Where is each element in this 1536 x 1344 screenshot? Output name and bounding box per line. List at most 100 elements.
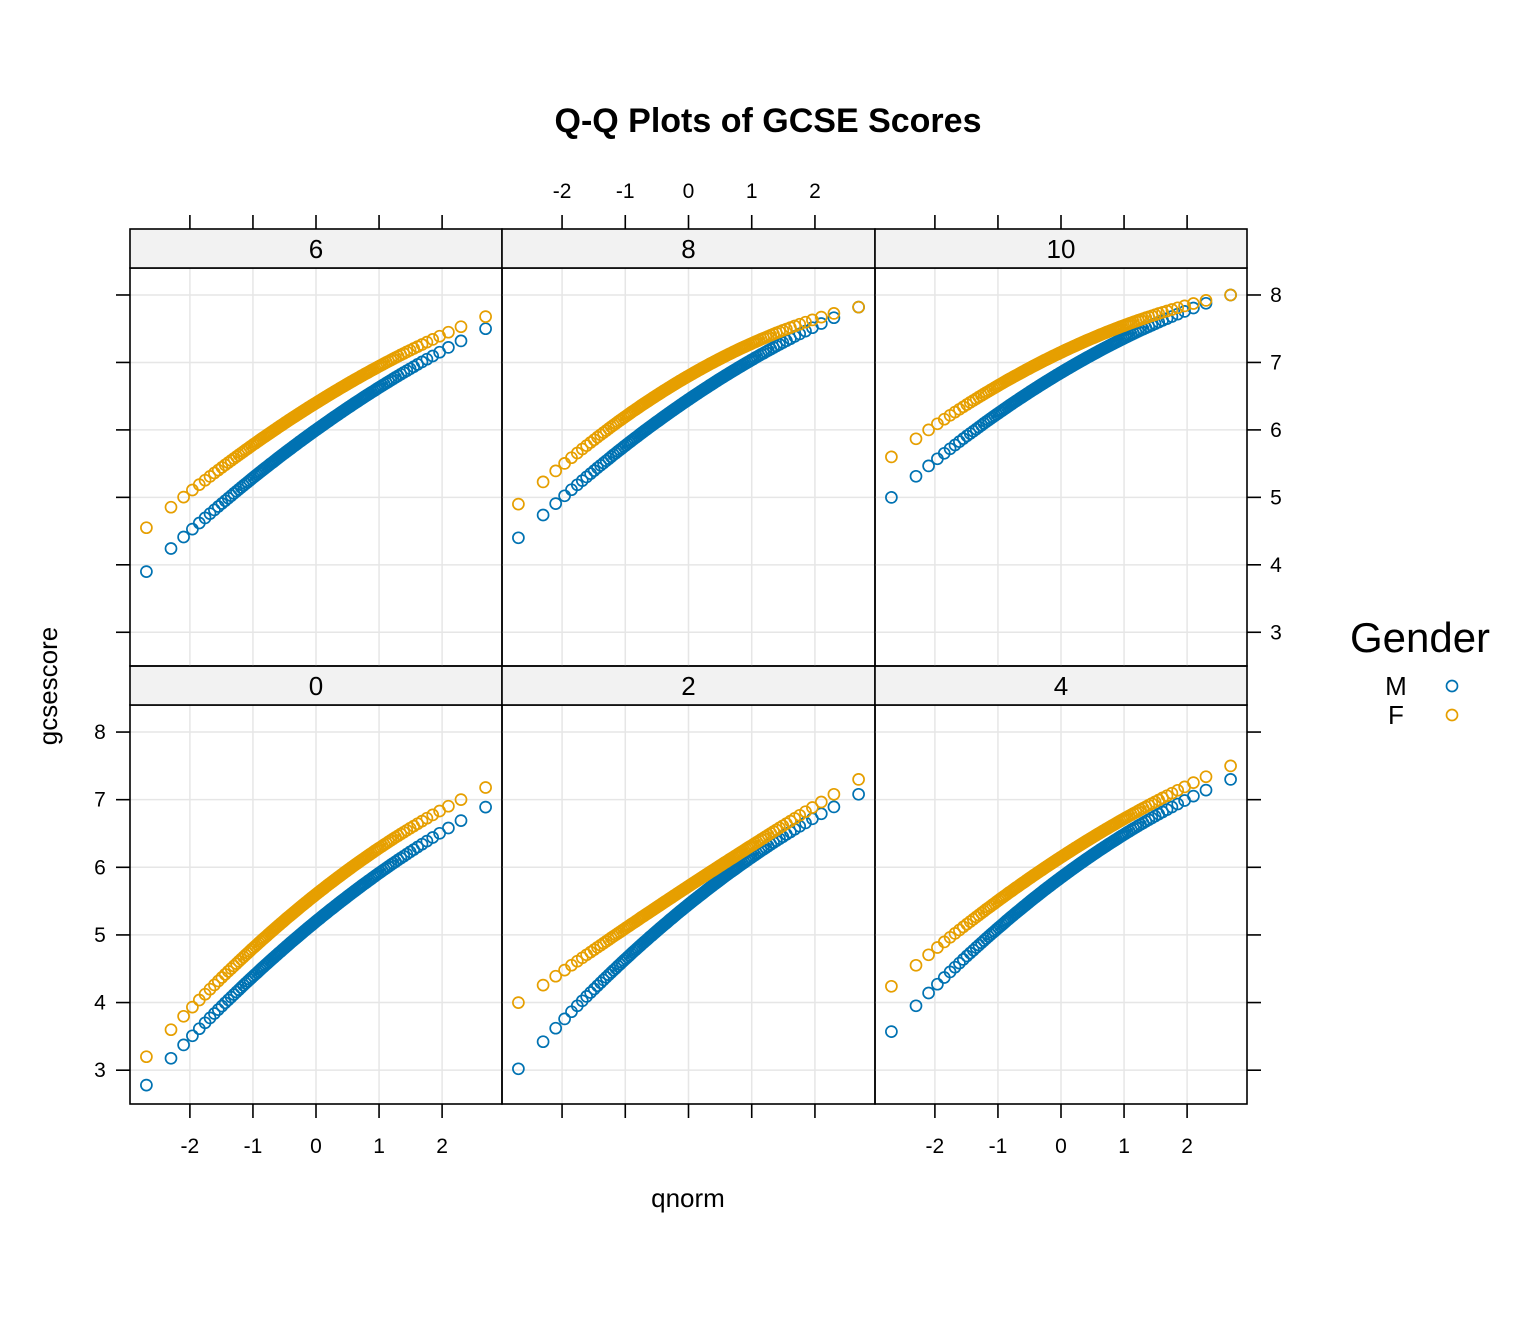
data-point	[852, 300, 865, 314]
panel-10: 10	[874, 228, 1248, 667]
data-point	[208, 1007, 221, 1020]
data-point	[558, 457, 571, 470]
data-point	[827, 800, 841, 814]
data-point	[203, 982, 217, 996]
series-M-panel-8	[512, 300, 865, 545]
data-point	[1165, 786, 1179, 800]
data-point	[575, 474, 589, 487]
panel-0: 0	[129, 665, 503, 1105]
data-point	[177, 490, 190, 504]
y-tick-label: 5	[94, 924, 106, 947]
strip-label: 2	[681, 671, 695, 701]
strip	[874, 228, 1248, 269]
data-point	[208, 503, 221, 517]
y-tick-label: 3	[1270, 621, 1282, 644]
axes: -2 -1 0 1 2 -2 -1 0 1 2 -2 -1 0 1 2 3 4 5 6 7 8 3 4 5 6 7 8	[94, 180, 1282, 1158]
x-tick-label: -1	[616, 180, 635, 203]
data-point	[558, 1012, 571, 1026]
data-point	[177, 1038, 190, 1052]
panels: 0 2 4 6 8 10	[129, 228, 1248, 1105]
strip-label: 0	[309, 671, 323, 701]
data-point	[1224, 288, 1237, 302]
data-point	[479, 322, 492, 336]
data-point	[479, 781, 492, 794]
data-point	[827, 311, 841, 325]
data-point	[580, 990, 593, 1003]
data-point	[186, 522, 199, 536]
data-point	[164, 500, 178, 514]
y-tick-label: 3	[94, 1059, 106, 1082]
data-point	[1187, 297, 1200, 310]
data-point	[177, 1009, 190, 1023]
series-M-panel-4	[885, 773, 1237, 1038]
data-point	[420, 335, 434, 349]
data-point	[442, 325, 455, 339]
data-point	[922, 948, 935, 962]
x-tick-label: -2	[926, 1135, 945, 1158]
data-point	[203, 1011, 217, 1025]
data-point	[1224, 759, 1237, 773]
data-point	[575, 994, 589, 1008]
data-point	[1178, 299, 1191, 313]
series-M-panel-2	[512, 787, 865, 1076]
legend-label-F: F	[1388, 700, 1404, 730]
data-point	[211, 974, 225, 988]
legend-entries: MF	[1385, 671, 1459, 730]
data-point	[580, 470, 593, 484]
x-tick-label: -2	[553, 180, 572, 203]
data-point	[426, 808, 440, 822]
data-point	[140, 1050, 153, 1064]
data-point	[208, 978, 221, 992]
data-point	[1199, 294, 1213, 307]
data-point	[799, 315, 812, 329]
data-point	[909, 999, 923, 1013]
y-tick-label: 7	[94, 789, 106, 812]
data-point	[885, 450, 898, 464]
y-tick-label: 6	[1270, 419, 1282, 442]
y-tick-label: 8	[1270, 284, 1282, 307]
data-point	[140, 1078, 153, 1092]
data-point	[454, 334, 468, 348]
y-tick-label: 5	[1270, 486, 1282, 509]
x-tick-label: 2	[809, 180, 821, 203]
data-point	[177, 530, 190, 544]
data-point	[536, 1035, 550, 1049]
data-point	[931, 941, 944, 954]
x-tick-label: -1	[989, 1135, 1008, 1158]
series-F-panel-10	[885, 288, 1237, 464]
legend-marker-M	[1445, 679, 1459, 693]
data-point	[536, 508, 550, 522]
strip-label: 4	[1054, 671, 1068, 701]
x-tick-label: 2	[436, 1135, 448, 1158]
data-point	[827, 787, 841, 801]
data-point	[164, 1051, 178, 1065]
data-point	[1171, 301, 1185, 315]
x-tick-label: -2	[181, 1135, 200, 1158]
series-M-panel-10	[885, 288, 1237, 504]
data-point	[512, 497, 525, 511]
series-M-panel-6	[140, 322, 492, 578]
series-F-panel-6	[140, 310, 492, 535]
data-point	[1165, 303, 1179, 316]
data-point	[909, 469, 923, 483]
data-point	[549, 969, 563, 983]
data-point	[806, 313, 819, 327]
panel-2: 2	[501, 665, 876, 1105]
x-tick-label: 0	[310, 1135, 322, 1158]
data-point	[922, 459, 935, 473]
panel-8: 8	[501, 228, 876, 667]
data-point	[931, 977, 944, 991]
data-point	[454, 320, 468, 334]
data-point	[827, 307, 841, 320]
y-axis-label: gcsescore	[33, 627, 63, 746]
data-point	[799, 805, 812, 819]
data-point	[1187, 789, 1200, 803]
data-point	[479, 310, 492, 323]
data-point	[549, 497, 563, 510]
x-tick-label: 0	[683, 180, 695, 203]
data-point	[922, 423, 935, 437]
x-tick-label: 1	[746, 180, 758, 203]
data-point	[909, 432, 923, 446]
data-point	[806, 801, 819, 814]
